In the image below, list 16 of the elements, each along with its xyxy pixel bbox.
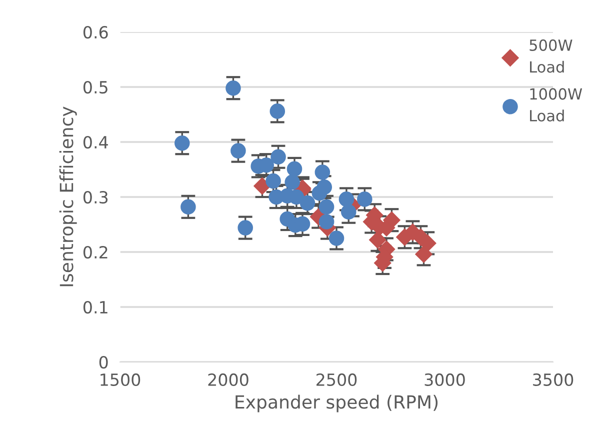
y-tick-label: 0.4 [83,136,108,149]
y-tick-label: 0.1 [83,300,108,314]
x-axis-title: Expander speed (RPM) [236,394,438,412]
x-tick-label: 2500 [316,373,357,386]
legend-label: 500W Load [530,39,572,73]
x-tick-label: 3500 [533,373,574,386]
y-tick-label: 0.6 [83,26,108,39]
x-tick-label: 2000 [208,373,248,386]
x-tick-label: 1500 [100,373,140,386]
x-tick-label: 3000 [424,373,465,386]
y-tick-label: 0 [99,356,108,369]
y-axis-title: Isentropic Efficiency [59,106,77,286]
y-tick-label: 0.2 [83,246,108,259]
y-tick-label: 0.3 [83,190,108,204]
legend-label: 1000W Load [530,88,582,122]
y-tick-label: 0.5 [83,80,108,94]
